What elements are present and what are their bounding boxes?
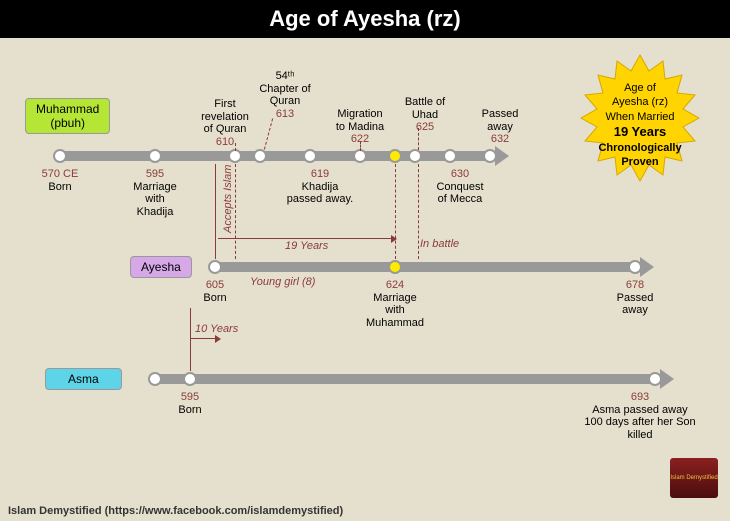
evt-m-khadijad: 619Khadijapassed away. (287, 168, 353, 206)
conn-10yr-h (190, 338, 215, 339)
dot-m-uhad (408, 149, 422, 163)
dot-m-khadija (148, 149, 162, 163)
diagram-canvas: Age of Ayesha (rz) When Married 19 Years… (0, 38, 730, 518)
dot-m-passed (483, 149, 497, 163)
dot-m-ch54 (253, 149, 267, 163)
evt-m-khadija: 595MarriagewithKhadija (133, 168, 176, 219)
dot-m-marriage-ayesha (388, 149, 402, 163)
evt-a-passed: 678Passedaway (617, 279, 654, 317)
conn-marriage-vert (395, 164, 396, 259)
star-l1: Age of (575, 81, 705, 95)
evt-m-born: 570 CEBorn (42, 168, 79, 193)
dot-m-khadijad (303, 149, 317, 163)
ann-19yr-line (218, 238, 391, 239)
dot-as-passed (648, 372, 662, 386)
evt-as-passed: 693Asma passed away100 days after her So… (584, 391, 695, 442)
evt-m-ch54: 54ᵗʰChapter ofQuran613 (259, 70, 310, 121)
dot-a-born (208, 260, 222, 274)
evt-m-passed: Passedaway632 (482, 108, 519, 146)
timeline-muhammad (55, 151, 495, 161)
conn-10yr-v1 (190, 308, 191, 371)
label-ayesha: Ayesha (130, 256, 192, 278)
conn-ch54 (264, 118, 273, 149)
conn-accepts (235, 164, 236, 259)
dot-as-borndot1 (148, 372, 162, 386)
ann-young: Young girl (8) (250, 276, 315, 288)
evt-a-born: 605Born (203, 279, 226, 304)
ann-19yr: 19 Years (285, 240, 328, 252)
star-l6: Proven (575, 155, 705, 169)
conn-born-up (215, 164, 216, 259)
dot-a-passed (628, 260, 642, 274)
dot-as-born (183, 372, 197, 386)
dot-a-marriage (388, 260, 402, 274)
ann-accepts: Accepts Islam (222, 165, 234, 233)
conn-uhad (418, 128, 419, 150)
ann-inbattle: In battle (420, 238, 459, 250)
evt-m-mecca: 630Conquestof Mecca (436, 168, 483, 206)
page-title: Age of Ayesha (rz) (0, 0, 730, 38)
conn-migration (360, 141, 361, 151)
timeline-asma (150, 374, 660, 384)
dot-m-migration (353, 149, 367, 163)
evt-m-uhad: Battle ofUhad625 (405, 96, 445, 134)
brand-logo: Islam Demystified (670, 458, 718, 498)
footer-credit: Islam Demystified (https://www.facebook.… (8, 505, 343, 517)
dot-m-firstrev (228, 149, 242, 163)
label-asma: Asma (45, 368, 122, 390)
starburst-callout: Age of Ayesha (rz) When Married 19 Years… (575, 53, 705, 183)
dot-m-born (53, 149, 67, 163)
timeline-ayesha (210, 262, 640, 272)
star-l2: Ayesha (rz) (575, 95, 705, 109)
evt-as-born: 595Born (178, 391, 201, 416)
ann-10yr: 10 Years (195, 323, 238, 335)
evt-a-marriage: 624MarriagewithMuhammad (366, 279, 424, 330)
conn-firstrev (235, 143, 236, 151)
conn-uhad-vert (418, 164, 419, 259)
dot-m-mecca (443, 149, 457, 163)
label-muhammad: Muhammad(pbuh) (25, 98, 110, 134)
star-l4: 19 Years (575, 124, 705, 141)
star-l3: When Married (575, 110, 705, 124)
star-l5: Chronologically (575, 141, 705, 155)
evt-m-firstrev: Firstrevelationof Quran610 (201, 98, 249, 149)
